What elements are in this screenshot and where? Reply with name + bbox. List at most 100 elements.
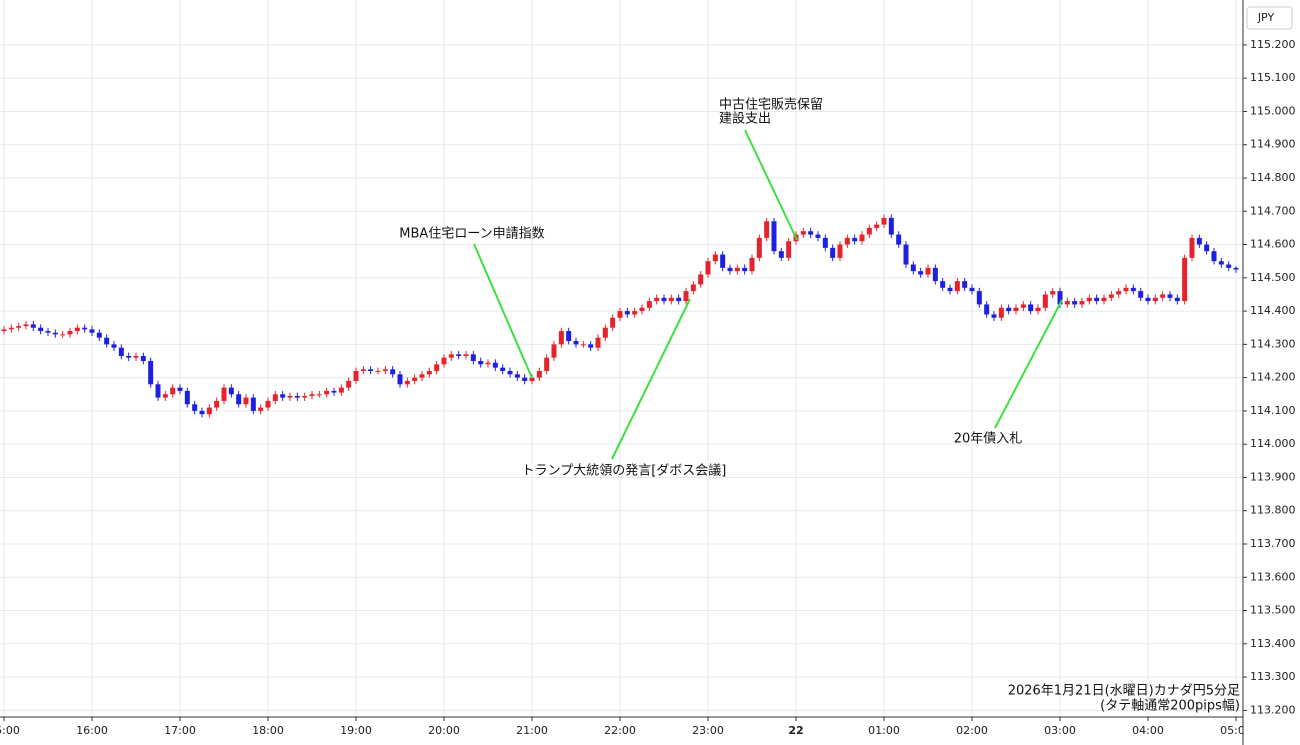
- candle-body: [668, 297, 674, 302]
- candle-body: [632, 311, 638, 315]
- candle-body: [133, 356, 139, 358]
- candle-body: [690, 284, 696, 292]
- candle-body: [316, 394, 322, 396]
- candle-body: [485, 362, 491, 365]
- candle-body: [1050, 291, 1056, 295]
- candle-body: [155, 384, 161, 398]
- candle-body: [338, 387, 344, 393]
- candle-body: [786, 241, 792, 258]
- x-tick-label: 19:00: [340, 724, 372, 737]
- candle-body: [588, 344, 594, 348]
- x-tick-label: 16:00: [76, 724, 108, 737]
- candle-body: [324, 390, 330, 395]
- note: 2026年1月21日(水曜日)カナダ円5分足: [1008, 684, 1240, 699]
- candle-body: [500, 367, 506, 371]
- candle-body: [573, 341, 579, 345]
- candle-body: [126, 356, 132, 358]
- candle-body: [727, 267, 733, 272]
- candle-body: [265, 400, 271, 408]
- candle-body: [478, 360, 484, 365]
- x-tick-label: 02:00: [956, 724, 988, 737]
- candle-body: [1064, 301, 1070, 305]
- x-tick-label: 20:00: [428, 724, 460, 737]
- candle-body: [1233, 267, 1239, 270]
- candle-body: [162, 394, 168, 398]
- y-tick-label: 114.500: [1250, 271, 1296, 284]
- y-tick-label: 114.000: [1250, 437, 1296, 450]
- candle-body: [712, 254, 718, 262]
- candle-body: [654, 297, 660, 302]
- candle-body: [236, 394, 242, 405]
- x-tick-label: 22:00: [604, 724, 636, 737]
- candle-body: [1094, 297, 1100, 302]
- annotation-text: 中古住宅販売保留: [719, 97, 823, 113]
- candle-body: [800, 231, 806, 235]
- candle-body: [419, 374, 425, 378]
- y-tick-label: 114.400: [1250, 304, 1296, 317]
- candle-body: [45, 331, 51, 333]
- candle-body: [331, 390, 337, 393]
- candle-body: [1226, 264, 1232, 268]
- candle-body: [1101, 297, 1107, 302]
- x-tick-label: 21:00: [516, 724, 548, 737]
- candle-body: [250, 397, 256, 411]
- axis-label: JPY: [1257, 11, 1275, 24]
- candle-body: [96, 332, 102, 338]
- y-tick-label: 113.900: [1250, 470, 1296, 483]
- candle-body: [822, 237, 828, 248]
- candle-body: [1086, 297, 1092, 302]
- annotation-text: 20年債入札: [954, 432, 1023, 447]
- y-tick-label: 113.500: [1250, 604, 1296, 617]
- candle-body: [1182, 257, 1188, 302]
- candle-body: [404, 380, 410, 385]
- candle-body: [749, 257, 755, 272]
- candle-body: [192, 404, 198, 411]
- candle-body: [148, 360, 154, 385]
- y-tick-label: 114.600: [1250, 238, 1296, 251]
- candle-body: [184, 390, 190, 405]
- candle-body: [8, 327, 14, 330]
- y-tick-label: 114.800: [1250, 171, 1296, 184]
- candle-body: [214, 400, 220, 408]
- annotation-text: トランプ大統領の発言[ダボス会議]: [522, 463, 727, 479]
- candle-body: [1072, 301, 1078, 305]
- candle-body: [639, 307, 645, 312]
- candle-body: [104, 337, 110, 345]
- candle-body: [67, 331, 73, 335]
- candle-body: [353, 370, 359, 381]
- candle-body: [1160, 294, 1166, 298]
- candle-body: [720, 254, 726, 268]
- candle-body: [910, 264, 916, 272]
- candle-body: [947, 287, 953, 292]
- candle-body: [368, 369, 374, 371]
- candle-body: [228, 387, 234, 395]
- candle-body: [866, 227, 872, 235]
- candle-body: [1079, 301, 1085, 305]
- candle-body: [661, 297, 667, 302]
- candle-body: [1013, 307, 1019, 312]
- grid: [0, 0, 1243, 717]
- candle-body: [1028, 304, 1034, 312]
- annotation-line: [611, 298, 691, 460]
- candle-body: [888, 217, 894, 235]
- candle-body: [551, 344, 557, 358]
- candle-body: [1211, 251, 1217, 262]
- x-tick-label: 03:00: [1044, 724, 1076, 737]
- candle-body: [646, 301, 652, 308]
- candle-body: [925, 267, 931, 275]
- candle-body: [177, 387, 183, 391]
- candles: [1, 214, 1239, 418]
- y-tick-label: 113.200: [1250, 703, 1296, 716]
- candle-body: [954, 281, 960, 292]
- candle-body: [441, 357, 447, 365]
- candle-body: [998, 307, 1004, 318]
- candle-body: [1116, 291, 1122, 295]
- y-tick-label: 115.200: [1250, 38, 1296, 51]
- candle-body: [602, 327, 608, 338]
- candle-body: [991, 314, 997, 318]
- candle-body: [940, 281, 946, 288]
- candle-body: [852, 237, 858, 242]
- y-tick-label: 113.600: [1250, 570, 1296, 583]
